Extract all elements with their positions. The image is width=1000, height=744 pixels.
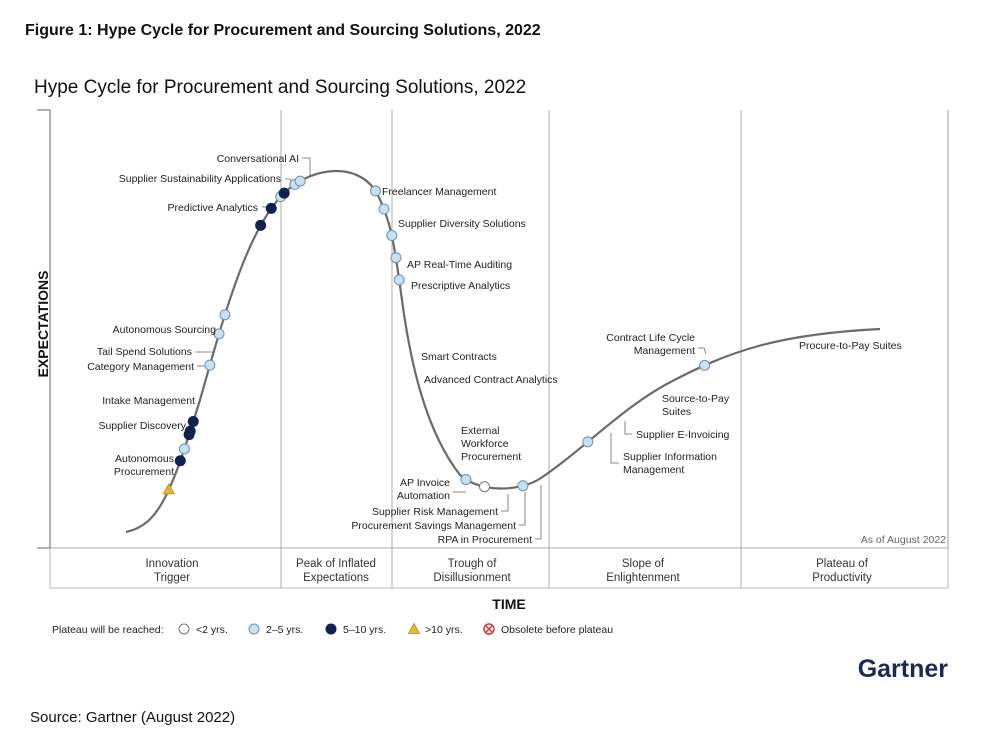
technology-label: Supplier Diversity Solutions xyxy=(398,218,526,230)
technology-label: Supplier Information Management xyxy=(623,451,717,476)
technology-marker xyxy=(582,436,594,448)
technology-marker xyxy=(278,187,290,199)
technology-marker xyxy=(393,274,405,286)
phase-label: Expectations xyxy=(303,572,369,584)
phase-label: Trough of xyxy=(448,558,498,570)
technology-marker xyxy=(265,202,277,214)
technology-label: Contract Life Cycle Management xyxy=(606,332,695,357)
phase-band xyxy=(49,547,949,589)
leader-line xyxy=(610,433,619,464)
y-axis-label: EXPECTATIONS xyxy=(35,271,51,378)
phase-label: Plateau of xyxy=(816,558,869,570)
technology-marker xyxy=(517,480,529,492)
technology-marker xyxy=(178,443,190,455)
technology-marker xyxy=(370,185,382,197)
technology-marker xyxy=(294,175,306,187)
legend-marker-lt2 xyxy=(178,623,190,635)
leader-line xyxy=(519,492,526,526)
legend-marker-5to10 xyxy=(325,623,337,635)
technology-label: Conversational AI xyxy=(217,153,299,165)
technology-marker xyxy=(390,252,402,264)
technology-label: Freelancer Management xyxy=(382,186,496,198)
technology-marker xyxy=(162,483,175,495)
technology-label: Procure-to-Pay Suites xyxy=(799,340,902,352)
figure-caption: Figure 1: Hype Cycle for Procurement and… xyxy=(25,22,541,39)
leader-line xyxy=(501,494,509,512)
chart-title: Hype Cycle for Procurement and Sourcing … xyxy=(34,77,526,98)
technology-label: Smart Contracts xyxy=(421,351,497,363)
gartner-logo: Gartner xyxy=(858,655,949,683)
technology-label: Predictive Analytics xyxy=(168,202,258,214)
phase-label: Enlightenment xyxy=(606,572,680,584)
leader-lines xyxy=(195,157,707,540)
leader-line xyxy=(302,157,311,176)
technology-marker xyxy=(478,481,490,493)
phase-label: Productivity xyxy=(812,572,872,584)
technology-label: AP Invoice Automation xyxy=(397,477,450,502)
x-axis-label: TIME xyxy=(492,596,525,612)
technology-label: Autonomous Sourcing xyxy=(113,324,216,336)
technology-marker xyxy=(699,359,711,371)
technology-label: Procurement Savings Management xyxy=(351,520,516,532)
technology-label: Supplier Risk Management xyxy=(372,506,498,518)
legend-title: Plateau will be reached: xyxy=(52,624,164,636)
technology-marker xyxy=(255,219,267,231)
legend: Plateau will be reached: <2 yrs. 2–5 yrs… xyxy=(52,622,613,636)
technology-label: RPA in Procurement xyxy=(438,534,532,546)
legend-marker-gt10 xyxy=(407,622,421,634)
technology-label: Autonomous Procurement xyxy=(114,453,174,478)
legend-marker-2to5 xyxy=(248,623,260,635)
phase-label: Innovation xyxy=(145,558,198,570)
leader-line xyxy=(698,347,707,355)
leader-line xyxy=(535,485,542,540)
technology-marker xyxy=(187,416,199,428)
technology-label: Supplier E-Invoicing xyxy=(636,429,730,441)
phase-label: Trigger xyxy=(154,572,190,584)
legend-label: 5–10 yrs. xyxy=(343,624,386,636)
legend-marker-obsolete xyxy=(483,623,495,635)
legend-label: Obsolete before plateau xyxy=(501,624,613,636)
technology-label: Category Management xyxy=(87,361,194,373)
phase-label: Disillusionment xyxy=(433,572,511,584)
leader-line xyxy=(624,421,632,435)
technology-label: Advanced Contract Analytics xyxy=(424,374,558,386)
technology-label: Intake Management xyxy=(102,395,195,407)
technology-label: Tail Spend Solutions xyxy=(97,346,192,358)
technology-label: Supplier Sustainability Applications xyxy=(119,173,281,185)
technology-marker xyxy=(184,425,196,437)
technology-marker xyxy=(386,229,398,241)
technology-marker xyxy=(378,203,390,215)
legend-label: <2 yrs. xyxy=(196,624,228,636)
technology-label: External Workforce Procurement xyxy=(461,425,521,463)
technology-labels: Autonomous Procurement Supplier Discovery I… xyxy=(87,153,902,546)
technology-label: AP Real-Time Auditing xyxy=(407,259,512,271)
technology-label: Supplier Discovery xyxy=(98,420,186,432)
technology-marker xyxy=(219,309,231,321)
technology-marker xyxy=(460,473,472,485)
technology-marker xyxy=(174,455,186,467)
technology-marker xyxy=(213,328,225,340)
technology-label: Prescriptive Analytics xyxy=(411,280,510,292)
source-note: Source: Gartner (August 2022) xyxy=(30,709,236,726)
phase-label: Slope of xyxy=(622,558,665,570)
technology-markers xyxy=(162,175,711,495)
legend-label: 2–5 yrs. xyxy=(266,624,303,636)
technology-label: Source-to-Pay Suites xyxy=(662,393,730,418)
technology-marker xyxy=(204,359,216,371)
as-of-note: As of August 2022 xyxy=(861,534,946,546)
legend-label: >10 yrs. xyxy=(425,624,463,636)
phase-label: Peak of Inflated xyxy=(296,558,376,570)
